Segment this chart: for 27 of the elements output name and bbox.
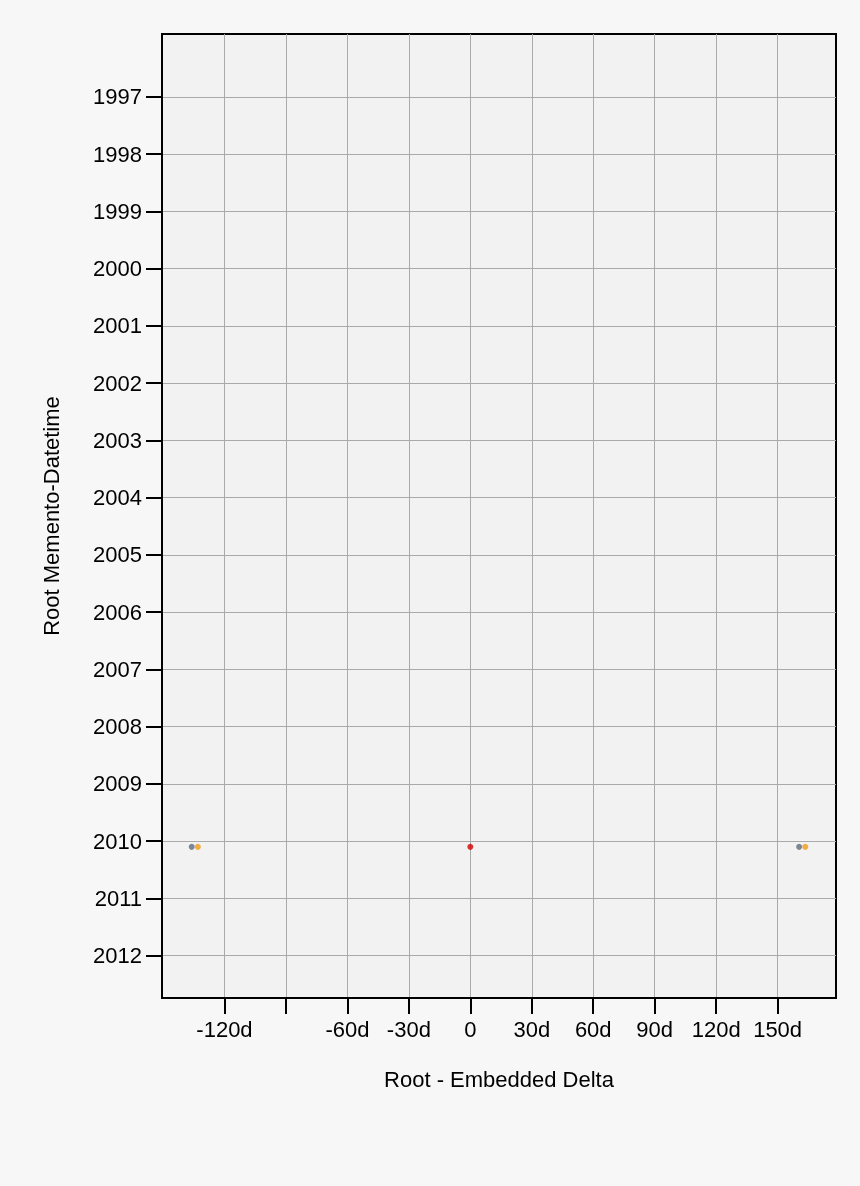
y-tick-label: 2011 [94,885,142,911]
x-tick-label: 120d [691,1016,741,1042]
y-tick-label: 2004 [93,485,142,511]
x-tick-label: -120d [196,1016,253,1042]
x-tick-label: 150d [753,1016,803,1042]
y-tick-label: 2008 [93,714,142,740]
y-tick-label: 2001 [93,313,142,339]
x-tick-label: 30d [513,1016,551,1042]
y-tick-label: 2009 [93,771,142,797]
y-axis-title: Root Memento-Datetime [38,396,64,636]
y-tick-label: 2006 [93,599,142,625]
y-tick-label: 2002 [93,370,142,396]
x-tick-label: 0 [464,1016,477,1042]
y-tick-label: 2003 [93,427,142,453]
y-tick-label: 2005 [93,542,142,568]
y-tick-label: 1997 [93,84,142,110]
y-tick-label: 2007 [93,656,142,682]
x-tick-label: 90d [636,1016,674,1042]
y-tick-label: 2010 [93,828,142,854]
y-tick-label: 1999 [93,198,142,224]
x-tick-label: 60d [574,1016,612,1042]
x-tick-label: -30d [386,1016,431,1042]
x-axis-title: Root - Embedded Delta [384,1066,615,1092]
y-tick-label: 2012 [93,943,142,969]
y-tick-label: 2000 [93,256,142,282]
x-tick-label: -60d [325,1016,370,1042]
y-tick-label: 1998 [93,141,142,167]
